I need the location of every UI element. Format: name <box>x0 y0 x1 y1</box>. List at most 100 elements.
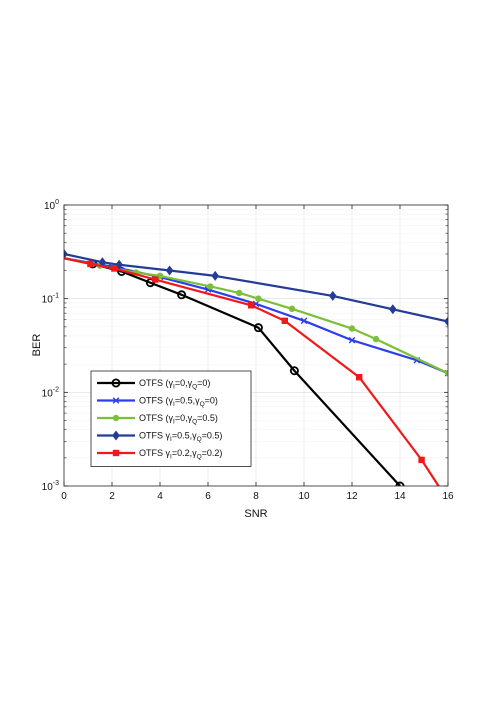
y-tick-label: 10-2 <box>42 386 59 399</box>
legend-label-part: =0.2, <box>172 448 192 458</box>
y-tick-label-exponent: 0 <box>55 199 59 206</box>
legend-label-part: =0.5, <box>175 396 195 406</box>
legend-label-part: =0) <box>205 396 218 406</box>
legend-label-part: =0, <box>175 378 188 388</box>
y-tick-label-base: 10 <box>42 295 54 306</box>
legend-swatch-marker <box>112 397 120 404</box>
legend-label: OTFS γI=0.2,γQ=0.2) <box>139 448 222 461</box>
legend-label: OTFS (γI=0,γQ=0) <box>139 378 210 391</box>
data-point <box>348 336 356 344</box>
data-point <box>211 270 219 281</box>
data-point <box>418 456 425 464</box>
legend-entry: OTFS (γI=0.5,γQ=0) <box>97 396 218 409</box>
legend-entry: OTFS (γI=0,γQ=0) <box>97 378 210 391</box>
legend-label-part: I <box>170 436 172 443</box>
legend-label-part: =0) <box>197 378 210 388</box>
legend-label-part: γ <box>166 448 171 458</box>
legend-label-part: Q <box>192 384 197 391</box>
data-point <box>300 317 308 325</box>
legend-label: OTFS (γI=0.5,γQ=0) <box>139 396 218 409</box>
data-point <box>281 317 288 325</box>
x-tick-label: 16 <box>442 491 454 502</box>
y-tick-label-base: 10 <box>42 482 54 493</box>
legend-label-part: γ <box>192 431 197 441</box>
legend-label-part: =0.2) <box>202 448 223 458</box>
data-point <box>329 290 337 301</box>
legend-swatch-marker <box>112 430 120 441</box>
x-tick-label: 6 <box>205 491 211 502</box>
axis-ticks <box>63 204 449 487</box>
legend-label-part: =0, <box>175 413 188 423</box>
legend-label: OTFS γI=0.5,γQ=0.5) <box>139 431 222 444</box>
y-tick-label-exponent: -1 <box>53 293 59 300</box>
data-point <box>444 369 448 377</box>
legend-swatch-marker <box>112 414 120 422</box>
legend-label-part: I <box>170 454 172 461</box>
legend-label-part: γ <box>192 448 197 458</box>
data-point <box>372 335 380 343</box>
legend-label-part: γ <box>166 431 171 441</box>
legend-label-part: γ <box>169 413 174 423</box>
series-layer <box>64 248 448 486</box>
data-point <box>165 265 174 276</box>
legend-label-part: Q <box>197 436 202 443</box>
y-tick-label: 100 <box>44 199 59 212</box>
data-point <box>248 302 255 309</box>
data-point <box>156 272 164 280</box>
legend-entry: OTFS γI=0.2,γQ=0.2) <box>97 448 222 461</box>
x-tick-label: 0 <box>61 491 67 502</box>
data-point <box>87 260 94 268</box>
legend-label-part: γ <box>195 396 200 406</box>
legend-label-part: OTFS ( <box>139 378 169 388</box>
data-point <box>207 283 214 290</box>
data-point <box>444 316 448 327</box>
legend-label-part: Q <box>192 419 197 426</box>
legend: OTFS (γI=0,γQ=0)OTFS (γI=0.5,γQ=0)OTFS (… <box>90 370 252 467</box>
legend-label-part: γ <box>169 396 174 406</box>
legend-label-part: Q <box>197 454 202 461</box>
legend-label-part: γ <box>188 413 193 423</box>
y-tick-label-base: 10 <box>44 201 56 212</box>
data-point <box>289 366 299 376</box>
legend-label-part: =0.5) <box>197 413 218 423</box>
x-tick-label: 14 <box>394 491 406 502</box>
data-point <box>255 295 262 302</box>
legend-entry: OTFS γI=0.5,γQ=0.5) <box>97 430 222 444</box>
x-tick-label: 10 <box>298 491 310 502</box>
data-point <box>111 265 118 272</box>
x-tick-label: 8 <box>253 491 259 502</box>
series-4 <box>64 257 440 486</box>
legend-label-part: OTFS ( <box>139 396 169 406</box>
legend-label-part: Q <box>200 401 205 408</box>
legend-label-part: I <box>173 419 175 426</box>
y-axis-label: BER <box>31 334 43 357</box>
legend-label: OTFS (γI=0,γQ=0.5) <box>139 413 218 426</box>
data-point <box>356 374 363 381</box>
legend-label-part: OTFS <box>139 448 166 458</box>
x-tick-label: 2 <box>109 491 115 502</box>
y-tick-label: 10-1 <box>42 293 59 306</box>
legend-swatch-marker <box>112 449 120 457</box>
data-point <box>389 304 397 315</box>
legend-label-part: =0.5) <box>202 431 223 441</box>
legend-swatch-marker <box>111 378 121 388</box>
data-point <box>253 323 263 333</box>
data-point <box>152 276 159 283</box>
legend-label-part: γ <box>169 378 174 388</box>
data-point <box>288 305 296 313</box>
legend-label-part: OTFS <box>139 431 166 441</box>
legend-label-part: =0.5, <box>172 431 192 441</box>
legend-label-part: I <box>173 384 175 391</box>
y-tick-label-base: 10 <box>42 388 54 399</box>
y-tick-label-exponent: -2 <box>53 386 59 393</box>
data-point <box>348 325 356 332</box>
legend-entry: OTFS (γI=0,γQ=0.5) <box>97 413 218 426</box>
data-point <box>98 257 107 268</box>
legend-label-part: I <box>173 401 175 408</box>
y-tick-label: 10-3 <box>42 480 59 493</box>
data-point <box>177 290 187 300</box>
data-point <box>235 289 243 297</box>
